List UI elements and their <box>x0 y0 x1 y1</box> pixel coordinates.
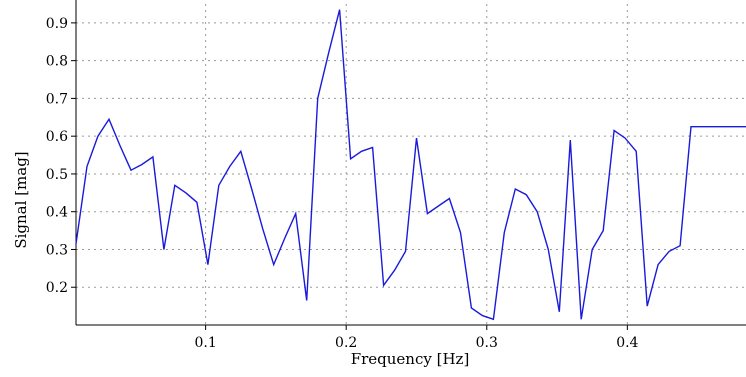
axes <box>71 0 746 330</box>
y-tick-labels: 0.2 0.3 0.4 0.5 0.6 0.7 0.8 0.9 <box>46 16 68 296</box>
x-tick-labels: 0.1 0.2 0.3 0.4 <box>194 335 638 351</box>
y-tick-label: 0.5 <box>46 167 68 183</box>
data-series <box>75 9 746 321</box>
y-tick-label: 0.9 <box>46 16 68 32</box>
series-line <box>75 9 746 321</box>
y-tick-label: 0.6 <box>46 129 68 145</box>
x-tick-label: 0.2 <box>335 335 357 351</box>
y-tick-label: 0.4 <box>46 205 68 221</box>
x-tick-label: 0.1 <box>194 335 216 351</box>
x-tick-label: 0.3 <box>476 335 498 351</box>
x-tick-label: 0.4 <box>616 335 638 351</box>
y-tick-label: 0.7 <box>46 91 68 107</box>
gridlines <box>76 4 746 325</box>
y-axis-title: Signal [mag] <box>12 151 30 248</box>
y-tick-label: 0.8 <box>46 54 68 70</box>
x-axis-title: Frequency [Hz] <box>351 350 470 368</box>
y-tick-label: 0.2 <box>46 280 68 296</box>
y-tick-label: 0.3 <box>46 242 68 258</box>
